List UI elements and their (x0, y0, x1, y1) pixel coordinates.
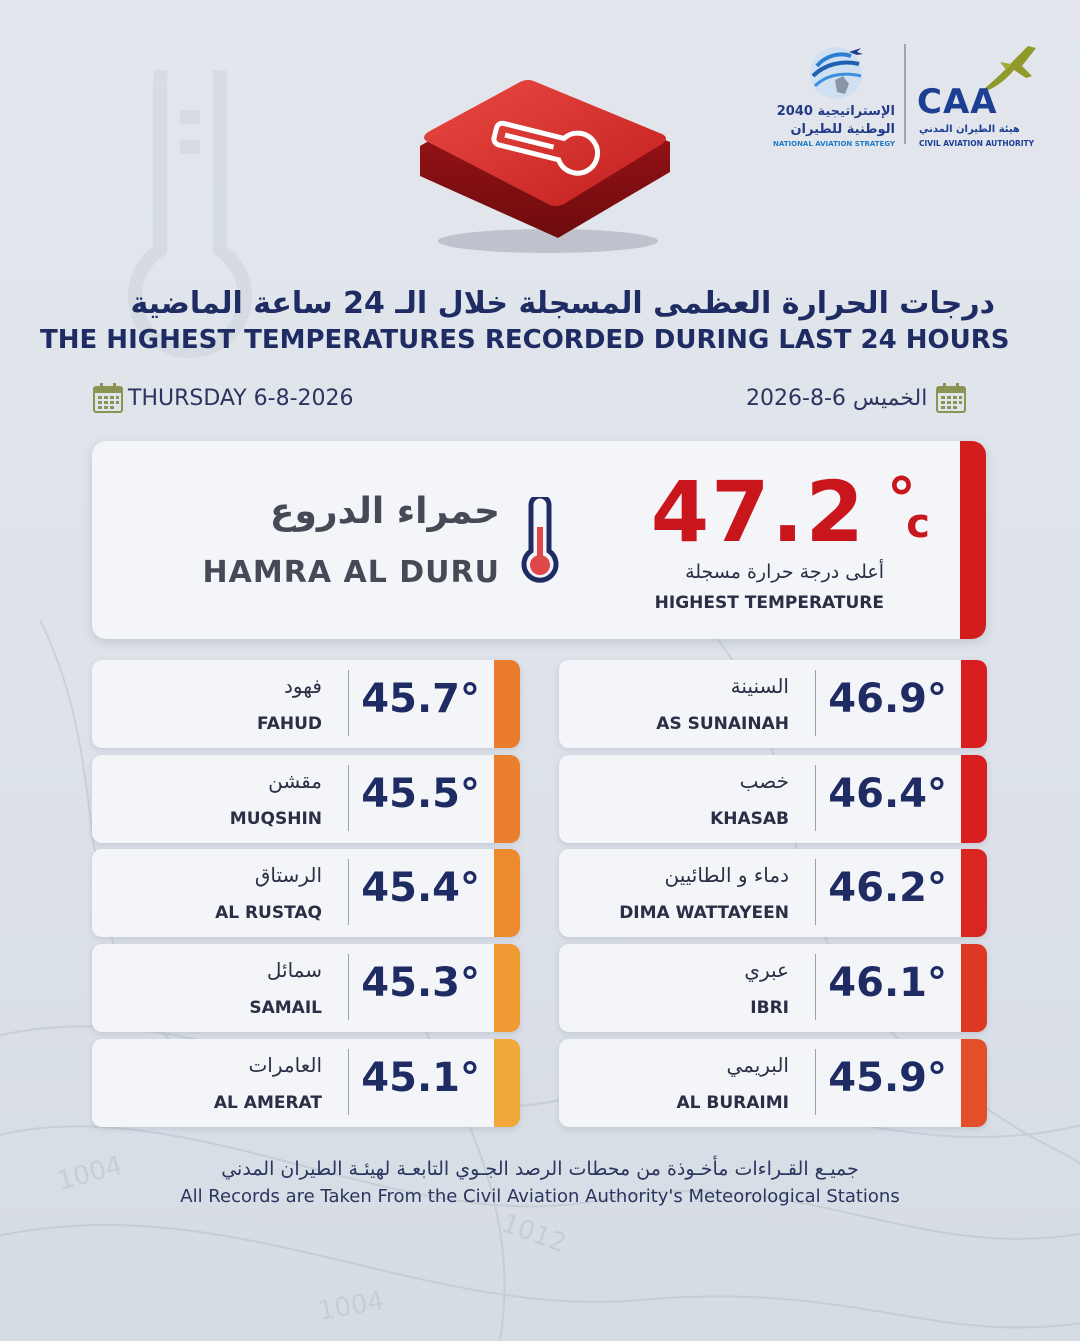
station-card: 45.9° البريمي AL BURAIMI (559, 1039, 987, 1127)
nas-title-english: NATIONAL AVIATION STRATEGY (773, 140, 895, 148)
station-name-english: SAMAIL (249, 998, 322, 1018)
station-temperature: 46.2° (828, 865, 947, 911)
station-divider (348, 1049, 349, 1115)
nas-title-line2: الوطنية للطيران (790, 122, 895, 137)
station-name-arabic: فهود (283, 674, 322, 698)
station-name-arabic: مقشن (268, 769, 322, 793)
logo-divider (904, 44, 906, 144)
station-temperature: 45.1° (361, 1055, 480, 1101)
highest-label-arabic: أعلى درجة حرارة مسجلة (685, 561, 884, 583)
station-name-arabic: العامرات (248, 1053, 322, 1077)
station-temperature: 45.7° (361, 676, 480, 722)
station-card: 46.1° عبري IBRI (559, 944, 987, 1032)
station-color-strip (494, 755, 520, 843)
nas-title-line1: الإستراتيجية 2040 (776, 104, 895, 119)
highest-color-strip (960, 441, 986, 639)
highest-label-english: HIGHEST TEMPERATURE (654, 593, 884, 613)
station-card: 46.2° دماء و الطائيين DIMA WATTAYEEN (559, 849, 987, 937)
highest-degree-symbol: ° (887, 465, 916, 533)
station-name-arabic: الرستاق (254, 863, 322, 887)
station-name-english: AL AMERAT (213, 1093, 322, 1113)
highest-city-arabic: حمراء الدروع (269, 491, 500, 532)
highest-temperature-value: 47.2 (650, 463, 866, 561)
footer-note-english: All Records are Taken From the Civil Avi… (180, 1186, 900, 1207)
calendar-icon (936, 383, 967, 413)
highest-city-english: HAMRA AL DURU (202, 555, 500, 590)
caa-logo: CAA هيئة الطيران المدني CIVIL AVIATION A… (915, 42, 1040, 152)
svg-text:1012: 1012 (498, 1208, 570, 1259)
station-divider (815, 954, 816, 1020)
date-arabic-text: الخميس 6-8-2026 (746, 385, 928, 411)
station-name-arabic: خصب (739, 769, 789, 793)
national-aviation-strategy-logo: الإستراتيجية 2040 الوطنية للطيران NATION… (773, 42, 895, 152)
station-divider (348, 954, 349, 1020)
caa-wordmark: CAA (917, 82, 998, 122)
thermometer-icon (521, 497, 559, 583)
station-name-english: FAHUD (257, 714, 322, 734)
station-color-strip (961, 755, 987, 843)
station-name-english: DIMA WATTAYEEN (619, 903, 789, 923)
svg-text:1004: 1004 (316, 1286, 386, 1327)
station-card: 45.3° سمائل SAMAIL (92, 944, 520, 1032)
station-color-strip (961, 660, 987, 748)
station-temperature: 45.9° (828, 1055, 947, 1101)
station-divider (348, 765, 349, 831)
page-title-arabic: درجات الحرارة العظمى المسجلة خلال الـ 24… (130, 286, 995, 321)
station-name-english: AS SUNAINAH (656, 714, 789, 734)
station-name-english: MUQSHIN (229, 809, 322, 829)
station-temperature: 45.3° (361, 960, 480, 1006)
station-temperature: 46.9° (828, 676, 947, 722)
station-card: 45.4° الرستاق AL RUSTAQ (92, 849, 520, 937)
station-name-arabic: عبري (744, 958, 789, 982)
station-name-arabic: دماء و الطائيين (664, 863, 789, 887)
station-color-strip (961, 944, 987, 1032)
station-name-arabic: السنينة (730, 674, 789, 698)
highest-unit: c (906, 501, 930, 547)
station-card: 45.7° فهود FAHUD (92, 660, 520, 748)
station-card: 46.9° السنينة AS SUNAINAH (559, 660, 987, 748)
station-divider (815, 765, 816, 831)
date-english: THURSDAY 6-8-2026 (92, 382, 354, 414)
station-name-english: IBRI (750, 998, 789, 1018)
station-name-arabic: سمائل (266, 958, 322, 982)
calendar-icon (93, 383, 123, 413)
station-color-strip (494, 944, 520, 1032)
station-color-strip (494, 849, 520, 937)
highest-temperature-card: 47.2 ° c أعلى درجة حرارة مسجلة HIGHEST T… (92, 441, 986, 639)
station-card: 46.4° خصب KHASAB (559, 755, 987, 843)
station-color-strip (961, 1039, 987, 1127)
footer-note-arabic: جميـع القـراءات مأخـوذة من محطات الرصد ا… (221, 1158, 859, 1180)
station-temperature: 46.1° (828, 960, 947, 1006)
caa-english-name: CIVIL AVIATION AUTHORITY (919, 139, 1035, 148)
station-color-strip (494, 660, 520, 748)
station-divider (815, 1049, 816, 1115)
globe-airplane-icon (810, 47, 863, 99)
station-temperature: 46.4° (828, 771, 947, 817)
station-divider (815, 859, 816, 925)
page-title-english: THE HIGHEST TEMPERATURES RECORDED DURING… (40, 325, 1010, 355)
red-thermometer-badge-icon (420, 80, 670, 253)
station-card: 45.1° العامرات AL AMERAT (92, 1039, 520, 1127)
date-arabic: الخميس 6-8-2026 (746, 382, 967, 414)
station-name-english: KHASAB (710, 809, 789, 829)
date-english-text: THURSDAY 6-8-2026 (128, 385, 354, 411)
station-temperature: 45.5° (361, 771, 480, 817)
station-divider (348, 859, 349, 925)
station-temperature: 45.4° (361, 865, 480, 911)
station-divider (815, 670, 816, 736)
caa-arabic-name: هيئة الطيران المدني (919, 124, 1020, 135)
station-name-english: AL BURAIMI (676, 1093, 789, 1113)
background-thermometer-icon (128, 70, 252, 359)
station-color-strip (494, 1039, 520, 1127)
station-color-strip (961, 849, 987, 937)
station-name-english: AL RUSTAQ (215, 903, 322, 923)
station-divider (348, 670, 349, 736)
caa-airplane-icon (978, 46, 1036, 94)
station-card: 45.5° مقشن MUQSHIN (92, 755, 520, 843)
station-name-arabic: البريمي (726, 1053, 789, 1077)
